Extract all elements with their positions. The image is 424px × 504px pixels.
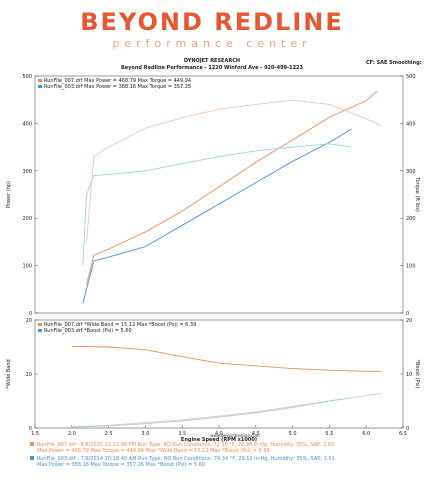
x-axis-label: Engine Speed (RPM x1000) xyxy=(181,437,257,443)
y-tick-label: 20 xyxy=(26,318,32,324)
x-tick-label: 6.5 xyxy=(399,431,407,437)
x-tick-label: 4.0 xyxy=(215,431,223,437)
y2-axis-label: Torque (ft·lbs) xyxy=(414,176,420,212)
x-tick-label: 5.5 xyxy=(325,431,333,437)
chart-title: DYNOJET RESEARCH xyxy=(184,58,240,64)
data-line xyxy=(86,90,378,285)
data-line xyxy=(86,99,382,242)
chart-subtitle: Beyond Redline Performance - 1220 Winfor… xyxy=(121,65,304,71)
y-axis-label: Power (hp) xyxy=(6,181,12,208)
footer-line: Max Power = 468.79 Max Torque = 449.94 M… xyxy=(37,448,270,454)
footer-swatch xyxy=(30,456,34,460)
y2-tick-label: 0 xyxy=(406,426,409,432)
x-tick-label: 1.5 xyxy=(31,431,39,437)
plot-frame xyxy=(34,75,404,314)
data-line xyxy=(71,397,352,428)
y2-tick-label: 300 xyxy=(406,169,416,175)
legend-entry: RunFile_007.drf Max Power = 468.79 Max T… xyxy=(44,78,191,84)
watermark: www.beyondredline.com xyxy=(210,433,259,438)
footer-swatch xyxy=(30,442,34,446)
y2-tick-label: 100 xyxy=(406,264,416,270)
footer-line: RunFile_007.drf - 8/8/2015 12:22:08 PM R… xyxy=(37,442,334,448)
y2-tick-label: 0 xyxy=(406,311,409,317)
y-tick-label: 400 xyxy=(22,121,32,127)
y2-tick-label: 400 xyxy=(406,121,416,127)
data-line xyxy=(82,143,352,266)
y2-tick-label: 20 xyxy=(406,318,412,324)
legend-swatch xyxy=(38,85,42,88)
legend-entry: RunFile_003.drf *Boost (Psi) = 5.60 xyxy=(44,328,132,334)
data-line xyxy=(71,393,381,428)
legend-swatch xyxy=(38,79,42,82)
x-tick-label: 5.0 xyxy=(289,431,297,437)
y2-tick-label: 200 xyxy=(406,216,416,222)
x-tick-label: 3.5 xyxy=(178,431,186,437)
y2-tick-label: 500 xyxy=(406,74,416,80)
data-line xyxy=(82,128,352,304)
x-tick-label: 2.0 xyxy=(68,431,76,437)
footer-line: Max Power = 388.16 Max Torque = 357.26 M… xyxy=(37,462,205,468)
legend-entry: RunFile_007.drf *Wide Band = 15.12 Max *… xyxy=(44,322,196,328)
y-tick-label: 0 xyxy=(29,426,32,432)
y-tick-label: 100 xyxy=(22,264,32,270)
y2-tick-label: 10 xyxy=(406,372,412,378)
x-tick-label: 4.5 xyxy=(252,431,260,437)
footer-line: RunFile_003.drf - 7/9/2014 10:18:40 AM R… xyxy=(37,456,335,462)
y-tick-label: 200 xyxy=(22,216,32,222)
tagline: performance center xyxy=(112,37,311,50)
x-tick-label: 3.0 xyxy=(141,431,149,437)
y-tick-label: 300 xyxy=(22,169,32,175)
logo: BEYOND REDLINE xyxy=(80,8,343,36)
y2-axis-label: *Boost (Psi) xyxy=(414,359,420,388)
y-tick-label: 500 xyxy=(22,74,32,80)
y-tick-label: 0 xyxy=(29,311,32,317)
legend-swatch xyxy=(38,329,42,332)
plot-frame xyxy=(34,319,404,429)
x-tick-label: 6.0 xyxy=(362,431,370,437)
settings: CF: SAE Smoothing: xyxy=(366,60,422,66)
legend-entry: RunFile_003.drf Max Power = 388.16 Max T… xyxy=(44,84,191,90)
legend-swatch xyxy=(38,323,42,326)
data-line xyxy=(71,345,381,372)
x-tick-label: 2.5 xyxy=(105,431,113,437)
y-tick-label: 10 xyxy=(26,372,32,378)
y-axis-label: *Wide Band xyxy=(6,359,12,388)
